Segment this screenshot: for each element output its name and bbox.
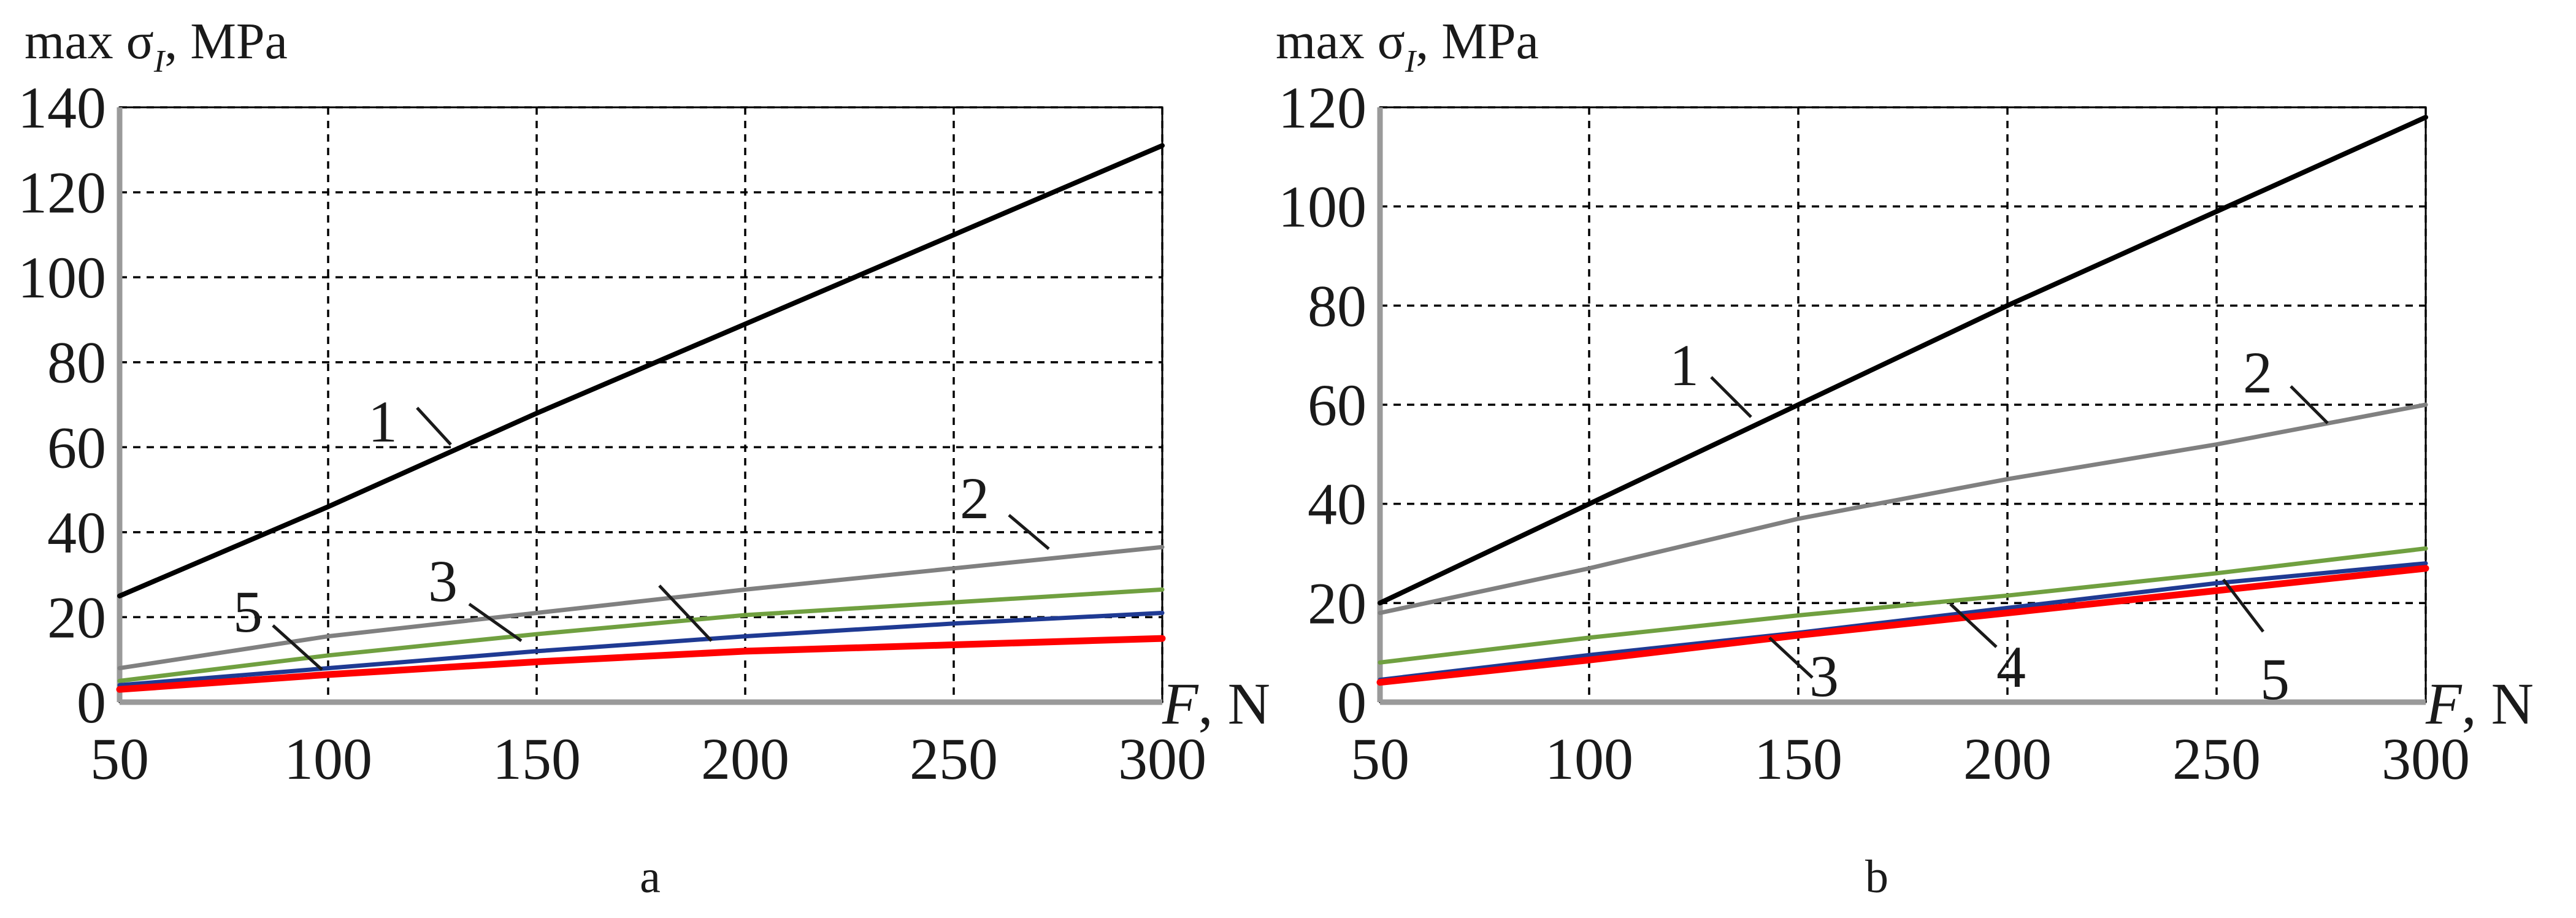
curve-label-1-b: 1 xyxy=(1669,332,1699,398)
y-tick-label: 120 xyxy=(18,160,106,226)
panel-label-b: b xyxy=(1865,851,1888,903)
y-tick-label: 40 xyxy=(47,500,106,565)
leader-3a-a xyxy=(468,602,523,643)
series-line-4-b xyxy=(1378,561,2428,683)
x-tick-labels-a: 50 100 150 200 250 300 xyxy=(90,726,1206,792)
leader-1-a xyxy=(416,407,452,446)
x-tick-label: 50 xyxy=(1351,726,1409,792)
series-line-3-a xyxy=(117,587,1165,683)
curve-label-3-a: 3 xyxy=(428,548,458,614)
curve-label-2-a: 2 xyxy=(960,465,989,531)
x-tick-label: 200 xyxy=(701,726,789,792)
series-line-2-a xyxy=(117,545,1165,671)
leader-1-b xyxy=(1710,376,1752,418)
series-b xyxy=(1376,115,2429,686)
y-tick-label: 80 xyxy=(47,330,106,396)
y-tick-label: 140 xyxy=(18,75,106,140)
x-tick-label: 200 xyxy=(1963,726,2052,792)
grid-a xyxy=(118,106,1163,703)
x-tick-label: 250 xyxy=(2172,726,2261,792)
y-tick-label: 20 xyxy=(47,584,106,650)
curve-label-2-b: 2 xyxy=(2243,340,2272,405)
curve-label-5-b: 5 xyxy=(2260,646,2290,712)
plot-border-a xyxy=(118,106,1163,703)
series-line-5-a xyxy=(116,635,1166,693)
leader-3b-a xyxy=(658,584,713,642)
x-tick-label: 150 xyxy=(493,726,581,792)
series-line-1-b xyxy=(1378,115,2428,606)
y-axis-label-b: max σI, MPa xyxy=(1276,13,1539,79)
leader-3-b xyxy=(1768,637,1814,679)
chart-panel-a: max σI, MPa 0 20 40 60 80 100 120 140 50 100 150 2… xyxy=(18,13,1270,903)
y-tick-label: 20 xyxy=(1308,570,1367,636)
x-tick-label: 300 xyxy=(2382,726,2470,792)
leader-2-b xyxy=(2290,385,2329,424)
x-axis-label-a: F, N xyxy=(1162,671,1270,736)
y-tick-label: 0 xyxy=(77,670,106,735)
curve-label-5-a: 5 xyxy=(233,579,263,645)
curve-label-4-b: 4 xyxy=(1996,634,2026,700)
x-tick-label: 250 xyxy=(910,726,998,792)
y-tick-labels-b: 0 20 40 60 80 100 120 xyxy=(1278,75,1367,735)
chart-panel-b: max σI, MPa 0 20 40 60 80 100 120 50 100 150 200 2… xyxy=(1276,13,2534,903)
series-line-5-b xyxy=(1376,565,2429,686)
axes-a xyxy=(117,107,1162,705)
curve-label-1-a: 1 xyxy=(368,389,397,454)
x-tick-label: 50 xyxy=(90,726,149,792)
x-tick-label: 300 xyxy=(1118,726,1206,792)
series-line-4-a xyxy=(117,611,1165,687)
y-tick-label: 60 xyxy=(1308,372,1367,438)
series-line-1-a xyxy=(117,143,1165,599)
y-tick-label: 120 xyxy=(1278,75,1367,140)
series-a xyxy=(116,143,1166,693)
y-tick-label: 0 xyxy=(1337,670,1367,735)
x-tick-label: 100 xyxy=(284,726,372,792)
y-tick-label: 80 xyxy=(1308,273,1367,339)
y-tick-label: 100 xyxy=(1278,174,1367,240)
y-axis-label-a: max σI, MPa xyxy=(25,13,288,79)
x-tick-label: 100 xyxy=(1545,726,1633,792)
y-tick-label: 100 xyxy=(18,245,106,310)
panel-label-a: a xyxy=(640,851,661,903)
y-tick-label: 40 xyxy=(1308,472,1367,537)
series-line-3-b xyxy=(1378,546,2428,665)
curve-label-3-b: 3 xyxy=(1809,643,1839,709)
leader-5-b xyxy=(2222,578,2264,633)
y-tick-label: 60 xyxy=(47,415,106,480)
leader-4-b xyxy=(1949,603,1998,648)
x-axis-label-b: F, N xyxy=(2425,671,2534,736)
series-line-2-b xyxy=(1378,402,2428,615)
x-tick-label: 150 xyxy=(1754,726,1842,792)
x-tick-labels-b: 50 100 150 200 250 300 xyxy=(1351,726,2470,792)
leader-5-a xyxy=(272,624,323,671)
y-tick-labels-a: 0 20 40 60 80 100 120 140 xyxy=(18,75,106,735)
leader-2-a xyxy=(1008,514,1050,550)
